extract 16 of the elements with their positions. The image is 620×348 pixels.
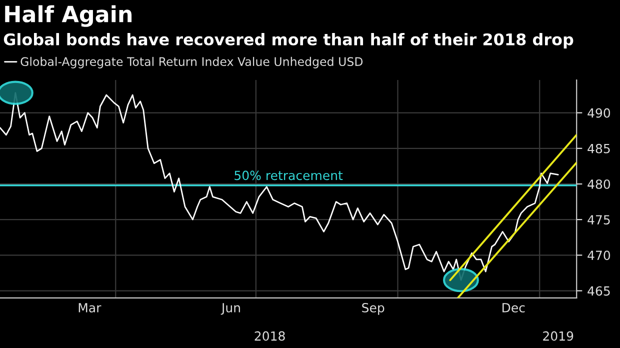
x2-tick-label: 2018 xyxy=(254,331,285,341)
x-tick-label: Dec xyxy=(502,303,525,312)
y-tick-label: 480 xyxy=(588,179,610,189)
legend-label: Global-Aggregate Total Return Index Value Unhedged USD xyxy=(20,56,363,68)
y-tick-label: 490 xyxy=(588,108,610,118)
x-tick-label: Jun xyxy=(220,303,240,315)
y-tick-label: 465 xyxy=(588,286,610,296)
y-tick-label: 485 xyxy=(588,144,610,154)
y-tick-label: 475 xyxy=(588,215,610,225)
chart-title: Half Again xyxy=(5,5,132,27)
x2-tick-label: 2019 xyxy=(543,331,574,341)
chart-subtitle: Global bonds have recovered more than half of their 2018 drop xyxy=(4,33,574,49)
ref-line-label: 50% retracement xyxy=(234,170,343,180)
x-tick-label: Sep xyxy=(362,302,384,315)
x-tick-label: Mar xyxy=(78,303,102,312)
y-tick-label: 470 xyxy=(588,250,610,260)
